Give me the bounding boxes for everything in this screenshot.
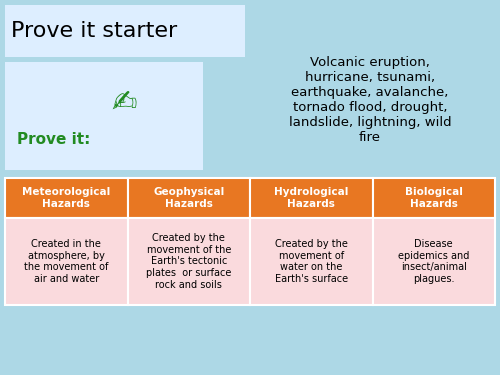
Text: Created by the
movement of the
Earth's tectonic
plates  or surface
rock and soil: Created by the movement of the Earth's t… (146, 233, 232, 290)
FancyBboxPatch shape (372, 178, 495, 218)
FancyBboxPatch shape (5, 178, 128, 218)
Text: Biological
Hazards: Biological Hazards (405, 187, 462, 209)
Text: Disease
epidemics and
insect/animal
plagues.: Disease epidemics and insect/animal plag… (398, 239, 469, 284)
Text: Hydrological
Hazards: Hydrological Hazards (274, 187, 348, 209)
Text: Volcanic eruption,
hurricane, tsunami,
earthquake, avalanche,
tornado flood, dro: Volcanic eruption, hurricane, tsunami, e… (288, 56, 452, 144)
Text: Prove it starter: Prove it starter (11, 21, 177, 41)
Text: Prove it:: Prove it: (17, 132, 90, 147)
FancyBboxPatch shape (5, 5, 245, 57)
FancyBboxPatch shape (128, 178, 250, 218)
FancyBboxPatch shape (5, 62, 203, 170)
Text: ✍: ✍ (111, 88, 136, 117)
Text: Geophysical
Hazards: Geophysical Hazards (153, 187, 224, 209)
Text: Created in the
atmosphere, by
the movement of
air and water: Created in the atmosphere, by the moveme… (24, 239, 108, 284)
FancyBboxPatch shape (128, 218, 250, 305)
Text: Created by the
movement of
water on the
Earth's surface: Created by the movement of water on the … (274, 239, 348, 284)
FancyBboxPatch shape (250, 178, 372, 218)
FancyBboxPatch shape (372, 218, 495, 305)
FancyBboxPatch shape (5, 218, 128, 305)
Text: Meteorological
Hazards: Meteorological Hazards (22, 187, 110, 209)
FancyBboxPatch shape (250, 218, 372, 305)
